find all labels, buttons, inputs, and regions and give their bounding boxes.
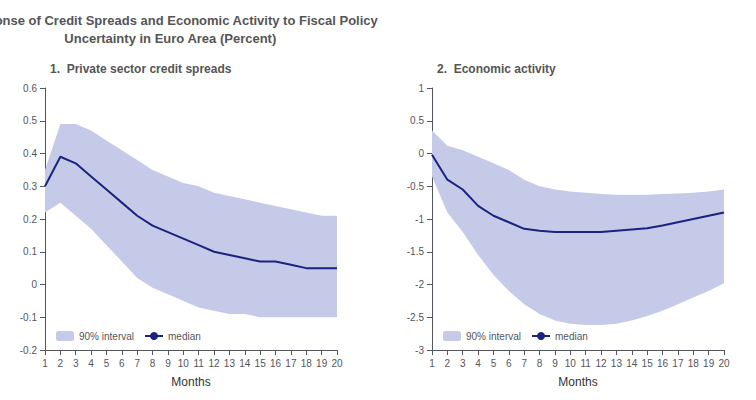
svg-text:-1.5: -1.5	[407, 246, 425, 257]
svg-text:16: 16	[657, 358, 669, 369]
svg-text:11: 11	[580, 358, 591, 369]
svg-text:9: 9	[552, 358, 558, 369]
svg-text:12: 12	[208, 358, 220, 369]
svg-text:2. Economic activity: 2. Economic activity	[437, 62, 556, 76]
svg-text:Uncertainty in Euro Area (Perc: Uncertainty in Euro Area (Percent)	[64, 31, 276, 46]
svg-text:18: 18	[688, 358, 700, 369]
svg-text:0.5: 0.5	[23, 115, 37, 126]
svg-text:14: 14	[239, 358, 251, 369]
svg-text:1. Private sector credit spre: 1. Private sector credit spreads	[50, 62, 232, 76]
svg-text:17: 17	[285, 358, 297, 369]
svg-text:2: 2	[445, 358, 451, 369]
svg-text:10: 10	[565, 358, 577, 369]
svg-text:7: 7	[521, 358, 527, 369]
svg-text:0.2: 0.2	[23, 214, 37, 225]
svg-text:13: 13	[611, 358, 623, 369]
svg-text:Months: Months	[558, 375, 597, 389]
svg-text:10: 10	[178, 358, 190, 369]
svg-text:14: 14	[626, 358, 638, 369]
svg-text:-2.5: -2.5	[407, 312, 425, 323]
svg-text:17: 17	[672, 358, 684, 369]
svg-text:13: 13	[224, 358, 236, 369]
svg-text:Months: Months	[171, 375, 210, 389]
svg-text:median: median	[555, 331, 588, 342]
svg-text:11: 11	[193, 358, 204, 369]
svg-text:12: 12	[595, 358, 607, 369]
svg-text:16: 16	[270, 358, 282, 369]
svg-text:-3: -3	[415, 345, 424, 356]
svg-text:3: 3	[73, 358, 79, 369]
svg-text:90% interval: 90% interval	[79, 331, 134, 342]
svg-text:0.3: 0.3	[23, 181, 37, 192]
svg-text:-1: -1	[415, 214, 424, 225]
svg-text:0: 0	[418, 148, 424, 159]
svg-text:5: 5	[104, 358, 110, 369]
svg-text:19: 19	[703, 358, 715, 369]
svg-text:6: 6	[119, 358, 125, 369]
svg-text:18: 18	[301, 358, 313, 369]
svg-text:-0.5: -0.5	[407, 181, 425, 192]
svg-text:15: 15	[255, 358, 267, 369]
svg-text:-2: -2	[415, 279, 424, 290]
svg-text:19: 19	[316, 358, 328, 369]
svg-text:6: 6	[506, 358, 512, 369]
svg-text:0.1: 0.1	[23, 246, 37, 257]
svg-text:8: 8	[150, 358, 156, 369]
svg-text:-0.1: -0.1	[20, 312, 38, 323]
svg-text:0.6: 0.6	[23, 83, 37, 94]
svg-text:0.5: 0.5	[410, 115, 424, 126]
svg-text:5: 5	[491, 358, 497, 369]
svg-text:20: 20	[718, 358, 730, 369]
svg-text:Response of Credit Spreads and: Response of Credit Spreads and Economic …	[0, 13, 379, 28]
svg-text:7: 7	[134, 358, 140, 369]
svg-text:1: 1	[418, 83, 424, 94]
svg-text:8: 8	[537, 358, 543, 369]
svg-text:0.4: 0.4	[23, 148, 37, 159]
svg-text:3: 3	[460, 358, 466, 369]
svg-text:15: 15	[642, 358, 654, 369]
svg-text:2: 2	[58, 358, 64, 369]
svg-text:4: 4	[475, 358, 481, 369]
svg-text:median: median	[168, 331, 201, 342]
svg-text:1: 1	[429, 358, 435, 369]
svg-text:-0.2: -0.2	[20, 345, 38, 356]
svg-text:4: 4	[88, 358, 94, 369]
svg-text:9: 9	[165, 358, 171, 369]
svg-text:20: 20	[331, 358, 343, 369]
svg-text:90% interval: 90% interval	[466, 331, 521, 342]
svg-text:1: 1	[42, 358, 48, 369]
svg-text:0: 0	[31, 279, 37, 290]
